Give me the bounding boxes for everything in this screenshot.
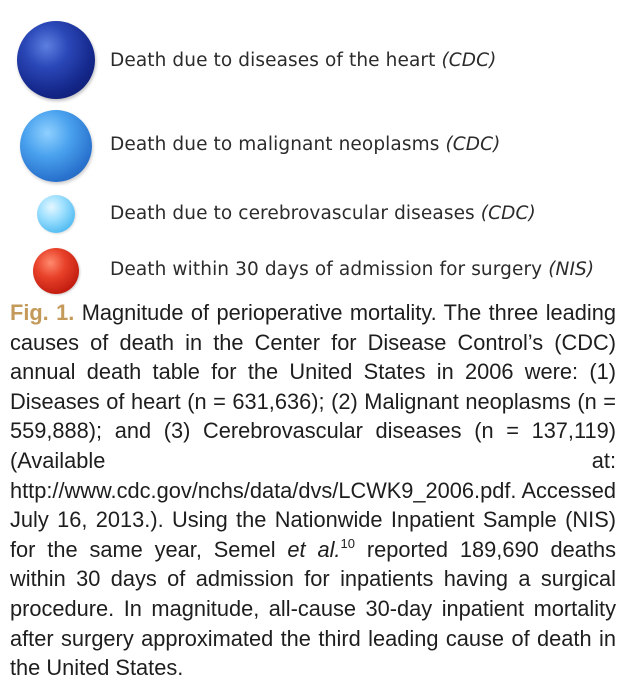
reference-superscript: 10 [340, 535, 355, 551]
heart-disease-bubble [17, 21, 95, 99]
legend-label-cerebrovascular: Death due to cerebrovascular diseases (C… [110, 203, 536, 224]
cerebrovascular-bubble [37, 195, 75, 233]
legend-source: (NIS) [548, 259, 595, 280]
legend-text: Death due to diseases of the heart [110, 50, 436, 71]
legend-label-heart: Death due to diseases of the heart (CDC) [110, 50, 496, 71]
malignant-neoplasms-bubble [20, 110, 92, 182]
legend-source: (CDC) [480, 203, 536, 224]
legend-text: Death due to malignant neoplasms [110, 134, 440, 155]
legend-source: (CDC) [445, 134, 501, 155]
surgery-mortality-bubble [33, 248, 79, 294]
legend-label-surgery: Death within 30 days of admission for su… [110, 259, 594, 280]
figure-caption: Fig. 1. Magnitude of perioperative morta… [10, 298, 616, 683]
legend-label-neoplasms: Death due to malignant neoplasms (CDC) [110, 134, 500, 155]
caption-et-al: et al. [287, 536, 341, 562]
legend-text: Death due to cerebrovascular diseases [110, 203, 475, 224]
legend-text: Death within 30 days of admission for su… [110, 259, 543, 280]
figure-number: Fig. 1. [10, 300, 75, 325]
caption-text-part1: Magnitude of perioperative mortality. Th… [10, 300, 616, 562]
legend-source: (CDC) [441, 50, 497, 71]
